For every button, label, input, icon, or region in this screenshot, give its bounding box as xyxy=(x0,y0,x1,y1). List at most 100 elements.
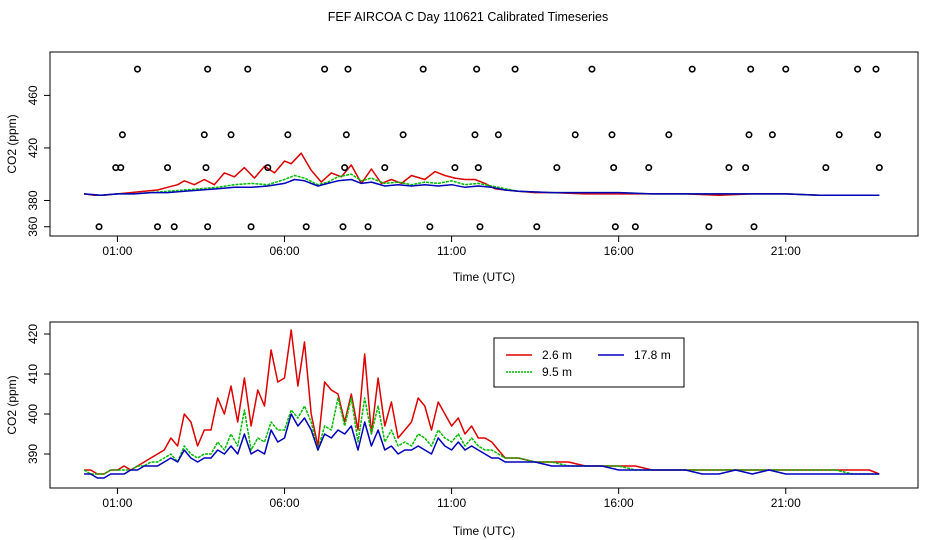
scatter-point xyxy=(745,131,753,139)
scatter-point xyxy=(473,65,481,73)
legend-label-17-8m: 17.8 m xyxy=(634,348,671,362)
scatter-point xyxy=(341,164,349,172)
x-tick-label: 21:00 xyxy=(771,244,801,258)
plot-frame xyxy=(49,321,919,489)
x-axis-ticks: 01:00 06:00 11:00 16:00 21:00 xyxy=(102,488,801,510)
y-tick-label: 420 xyxy=(26,138,40,158)
scatter-point xyxy=(782,65,790,73)
scatter-point xyxy=(476,223,484,231)
series-line-2-6-m xyxy=(83,152,880,196)
scatter-point xyxy=(399,131,407,139)
scatter-point xyxy=(204,65,212,73)
scatter-point xyxy=(611,223,619,231)
scatter-point xyxy=(154,223,162,231)
scatter-point xyxy=(553,164,561,172)
legend-label-2-6m: 2.6 m xyxy=(542,348,572,362)
x-tick-label: 01:00 xyxy=(102,496,132,510)
plot-frame xyxy=(49,51,919,237)
scatter-point xyxy=(608,131,616,139)
y-tick-label: 380 xyxy=(26,190,40,210)
y-axis-ticks: 360 380 420 460 xyxy=(26,85,50,237)
x-axis-label: Time (UTC) xyxy=(453,524,515,538)
series-line-9-5-m xyxy=(83,173,880,196)
scatter-point xyxy=(474,164,482,172)
x-axis-ticks: 01:00 06:00 11:00 16:00 21:00 xyxy=(102,236,801,258)
scatter-point xyxy=(588,65,596,73)
scatter-point xyxy=(451,164,459,172)
scatter-point xyxy=(822,164,830,172)
scatter-point xyxy=(768,131,776,139)
scatter-point xyxy=(321,65,329,73)
scatter-point xyxy=(117,164,125,172)
y-tick-label: 390 xyxy=(26,444,40,464)
y-tick-label: 420 xyxy=(26,324,40,344)
scatter-point xyxy=(339,223,347,231)
scatter-point xyxy=(750,223,758,231)
series-line-17-8-m xyxy=(83,178,880,196)
scatter-point xyxy=(344,65,352,73)
y-tick-label: 460 xyxy=(26,85,40,105)
y-axis-ticks: 390 400 410 420 xyxy=(26,324,50,464)
x-tick-label: 06:00 xyxy=(269,244,299,258)
series-line-9-5-m xyxy=(83,397,880,475)
scatter-point xyxy=(204,223,212,231)
y-tick-label: 400 xyxy=(26,404,40,424)
scatter-point xyxy=(872,65,880,73)
scatter-point xyxy=(227,131,235,139)
scatter-point xyxy=(494,131,502,139)
x-tick-label: 21:00 xyxy=(771,496,801,510)
scatter-point xyxy=(164,164,172,172)
scatter-point xyxy=(705,223,713,231)
scatter-point xyxy=(284,131,292,139)
scatter-point xyxy=(364,223,372,231)
series-line-17-8-m xyxy=(84,413,880,479)
scatter-point xyxy=(875,164,883,172)
x-tick-label: 01:00 xyxy=(102,244,132,258)
scatter-point xyxy=(610,164,618,172)
scatter-point xyxy=(571,131,579,139)
scatter-point xyxy=(742,164,750,172)
scatter-point xyxy=(725,164,733,172)
scatter-point xyxy=(419,65,427,73)
x-axis-label: Time (UTC) xyxy=(453,270,515,284)
scatter-point xyxy=(471,131,479,139)
y-tick-label: 410 xyxy=(26,364,40,384)
scatter-point xyxy=(95,223,103,231)
legend-box xyxy=(493,337,685,388)
scatter-point xyxy=(133,65,141,73)
scatter-point xyxy=(854,65,862,73)
scatter-point xyxy=(533,223,541,231)
x-tick-label: 16:00 xyxy=(604,244,634,258)
scatter-point xyxy=(200,131,208,139)
x-tick-label: 11:00 xyxy=(437,496,466,510)
x-tick-label: 11:00 xyxy=(437,244,466,258)
top-panel: 01:00 06:00 11:00 16:00 21:00 360 380 420 460 T… xyxy=(5,51,919,284)
scatter-point xyxy=(426,223,434,231)
y-axis-label: CO2 (ppm) xyxy=(5,375,19,434)
x-tick-label: 06:00 xyxy=(269,496,299,510)
scatter-point xyxy=(747,65,755,73)
series-line-2-6-m xyxy=(84,329,880,475)
scatter-point xyxy=(511,65,519,73)
scatter-point xyxy=(835,131,843,139)
x-tick-label: 16:00 xyxy=(604,496,634,510)
scatter-point xyxy=(302,223,310,231)
legend-label-9-5m: 9.5 m xyxy=(542,365,572,379)
y-axis-label: CO2 (ppm) xyxy=(5,114,19,173)
scatter-point xyxy=(264,164,272,172)
bottom-panel: 01:00 06:00 11:00 16:00 21:00 390 400 410 420 T… xyxy=(5,321,919,538)
y-tick-label: 360 xyxy=(26,216,40,236)
scatter-point xyxy=(342,131,350,139)
scatter-point xyxy=(202,164,210,172)
legend: 2.6 m 17.8 m 9.5 m xyxy=(493,337,685,388)
scatter-point xyxy=(665,131,673,139)
scatter-point xyxy=(631,223,639,231)
scatter-point xyxy=(645,164,653,172)
scatter-point xyxy=(874,131,882,139)
scatter-point xyxy=(170,223,178,231)
series-group xyxy=(83,65,883,231)
scatter-point xyxy=(381,164,389,172)
scatter-point xyxy=(244,65,252,73)
figure-title: FEF AIRCOA C Day 110621 Calibrated Times… xyxy=(328,10,608,24)
